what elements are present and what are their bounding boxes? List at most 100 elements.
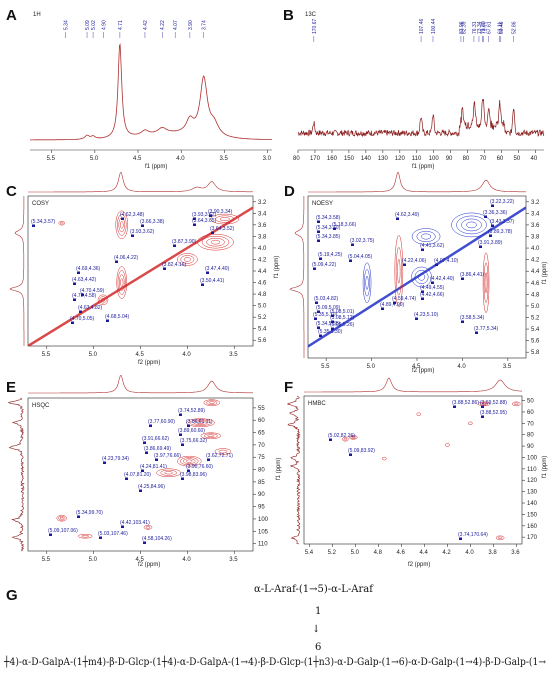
peak-labels-d: (3.22,3.22) (4.62,3.49) (5.34,3.58) (3.36,3… (312, 199, 515, 337)
cross-peak-label: (3.90,3.34) (208, 209, 233, 215)
cross-peak-marker (315, 301, 318, 304)
contour-ring (117, 214, 127, 236)
cross-peak-label: (3.66,3.38) (140, 219, 165, 225)
ticks-e: 5.5 5.0 4.5 4.0 3.5 55 60 65 70 75 80 85 90 95 100 105 1… (42, 406, 269, 563)
panel-letter-d: D (284, 183, 295, 200)
cross-peak-marker (319, 334, 322, 337)
y-tick-label: 105 (258, 529, 269, 535)
panel-letter-f: F (284, 379, 293, 396)
y-tick-label: 3.6 (258, 223, 267, 229)
x-tick-label: 3.8 (488, 550, 497, 556)
cross-peak-label: (5.08,5.01) (330, 309, 355, 315)
contour-ring (218, 449, 228, 454)
contour-ring (514, 402, 519, 406)
cross-peak-label: (3.86,4.41) (460, 272, 485, 278)
cross-peak-label: (5.08,5.12) (330, 315, 355, 321)
cross-peak-label: (5.34,3.85) (316, 234, 341, 240)
y-tick-label: 4.0 (531, 246, 540, 252)
cross-peak-label: (5.09,5.09) (316, 305, 341, 311)
panel-g: G α-L-Araf-(1→5)-α-L-Araf 1 ↓ 6 ┼4)-α-D-… (3, 584, 546, 668)
contour-ring (445, 443, 450, 447)
shift-label: 71.30 (480, 21, 486, 34)
contour-ring (164, 471, 173, 475)
x-tick-label-b: 170 (310, 156, 321, 162)
contour-ring (495, 535, 505, 541)
shift-label: 82.39 (462, 21, 468, 34)
contour-group-e (56, 399, 232, 539)
cross-peak-label: (3.97,76.66) (154, 453, 181, 459)
x-tick-label: 3.5 (503, 364, 512, 370)
cross-peak-marker (99, 536, 102, 539)
x-tick-label: 3.6 (511, 550, 520, 556)
x-tick-label: 4.0 (182, 557, 191, 563)
x-tick-label-b: 60 (497, 156, 504, 162)
cross-peak-marker (403, 263, 406, 266)
contour-ring (219, 217, 230, 222)
contour-ring (56, 514, 67, 522)
cross-peak-marker (173, 244, 176, 247)
projection-left-d (289, 196, 305, 358)
cross-peak-marker (453, 405, 456, 408)
cross-peak-label: (4.68,5.04) (105, 314, 130, 320)
y-tick-label: 55 (258, 406, 265, 412)
contour-ring (395, 246, 402, 296)
cross-peak-label: (4.72,4.58) (72, 293, 97, 299)
contour-ring (81, 534, 89, 538)
shift-label: 107.46 (419, 18, 425, 34)
contour-ring (466, 221, 477, 229)
contour-ring (183, 257, 191, 262)
contour-ring (479, 402, 489, 406)
cross-peak-marker (329, 438, 332, 441)
x-tick-label: 4.2 (442, 550, 451, 556)
cross-peak-label: (3.77,5.34) (474, 326, 499, 332)
cross-peak-marker (81, 293, 84, 296)
y-tick-label: 90 (527, 444, 534, 450)
cross-peak-marker (71, 321, 74, 324)
x-tick-label: 3.5 (229, 352, 238, 358)
x-tick-label-b: 130 (378, 156, 389, 162)
x-tick-label: 3.5 (229, 557, 238, 563)
shift-label: 73.34 (477, 21, 483, 34)
cross-peak-marker (193, 217, 196, 220)
panel-d: D NOESY (3.22,3.22) (4.62,3.49) (5.34,3.58… (284, 172, 548, 374)
cross-peak-label: (5.34,3.58) (316, 215, 341, 221)
cross-peak-marker (115, 260, 118, 263)
cross-peak-marker (459, 537, 462, 540)
contour-ring (483, 262, 489, 304)
cross-peak-marker (187, 469, 190, 472)
cross-peak-label: (4.23,5.10) (414, 312, 439, 318)
spectrum-name-d: NOESY (312, 201, 333, 207)
contour-ring (206, 237, 225, 247)
cross-peak-marker (461, 277, 464, 280)
shift-label: 4.07 (173, 20, 179, 30)
contour-ring (350, 435, 357, 439)
y-tick-label: 60 (527, 410, 534, 416)
y-tick-label: 85 (258, 480, 265, 486)
cross-peak-label: (4.59,4.74) (392, 296, 417, 302)
cross-peak-marker (179, 433, 182, 436)
cross-peak-marker (181, 443, 184, 446)
side-chain-formula: α-L-Araf-(1→5)-α-L-Araf (254, 584, 374, 595)
contour-ring (196, 421, 205, 424)
cross-peak-label: (3.89,60.60) (178, 428, 205, 434)
projection-left-c (9, 196, 25, 346)
contour-ring (365, 275, 369, 290)
cross-peak-marker (317, 326, 320, 329)
contour-ring (461, 218, 482, 232)
peak-labels-c: (5.34,3.57) (4.62,3.48)(3.66,3.38) (3.93,3… (31, 209, 235, 324)
x-tick-label: 5.0 (89, 352, 98, 358)
cross-peak-marker (393, 301, 396, 304)
cross-peak-label: (3.98,83.96) (180, 472, 207, 478)
cross-peak-marker (187, 424, 190, 427)
cross-peak-marker (431, 281, 434, 284)
x-tick-label-b: 90 (446, 156, 453, 162)
contour-ring (101, 297, 105, 302)
x-axis-title-a: f1 (ppm) (145, 164, 167, 170)
cross-peak-marker (77, 271, 80, 274)
y-tick-label: 5.2 (531, 316, 540, 322)
contour-group-c (28, 206, 253, 346)
cross-peak-label: (4.07,81.20) (124, 472, 151, 478)
cross-peak-label: (3.62,72.71) (206, 453, 233, 459)
cross-peak-marker (32, 224, 35, 227)
